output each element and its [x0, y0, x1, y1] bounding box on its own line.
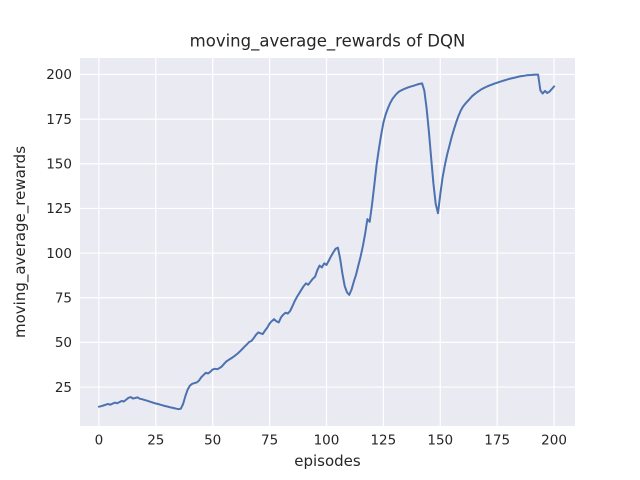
x-axis-tick-labels: 0 25 50 75 100 125 150 175 200 [95, 433, 567, 449]
y-tick-label: 25 [55, 380, 72, 396]
x-tick-label: 100 [314, 433, 340, 449]
y-tick-label: 100 [46, 246, 72, 262]
y-axis-tick-labels: 25 50 75 100 125 150 175 200 [46, 67, 72, 396]
series-lines [97, 73, 556, 411]
y-tick-label: 200 [46, 67, 72, 83]
plot-area [80, 58, 575, 426]
x-tick-label: 200 [541, 433, 567, 449]
x-tick-label: 0 [95, 433, 104, 449]
x-tick-label: 50 [204, 433, 221, 449]
y-tick-label: 175 [46, 112, 72, 128]
y-tick-label: 75 [55, 291, 72, 307]
x-tick-label: 125 [370, 433, 396, 449]
x-axis-label: episodes [294, 452, 361, 470]
y-tick-label: 50 [55, 335, 72, 351]
x-tick-label: 75 [261, 433, 278, 449]
y-tick-label: 125 [46, 201, 72, 217]
x-tick-label: 175 [484, 433, 510, 449]
dqn-reward-line [97, 73, 556, 411]
x-tick-label: 25 [147, 433, 164, 449]
y-axis-label: moving_average_rewards [11, 146, 30, 338]
y-tick-label: 150 [46, 157, 72, 173]
chart-title: moving_average_rewards of DQN [190, 32, 466, 52]
x-tick-label: 150 [427, 433, 453, 449]
